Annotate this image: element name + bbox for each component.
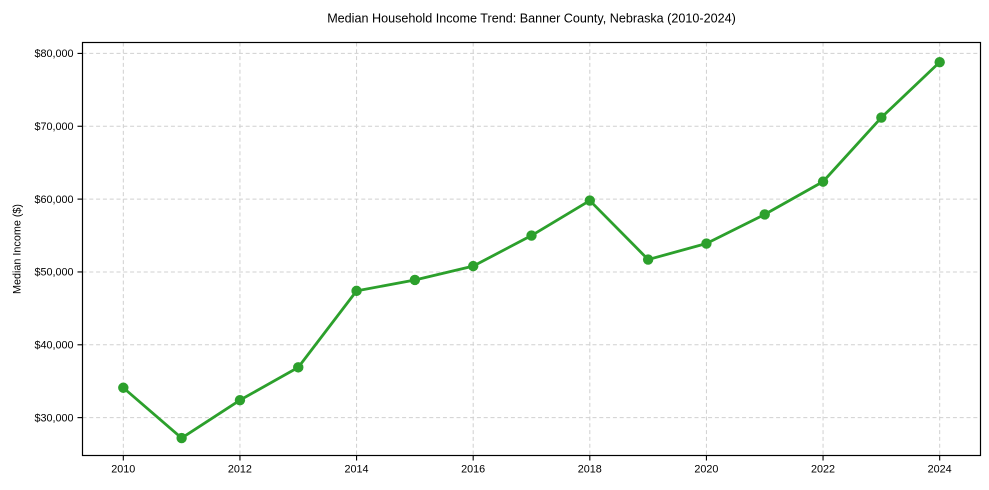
y-tick-label: $40,000 xyxy=(34,340,73,352)
data-point-2023 xyxy=(876,112,887,123)
data-point-2017 xyxy=(526,230,537,241)
x-tick-label: 2022 xyxy=(811,464,835,476)
grid-layer xyxy=(82,42,981,456)
data-point-2022 xyxy=(817,176,829,187)
series-layer xyxy=(118,56,945,444)
x-tick-label: 2024 xyxy=(928,464,952,476)
y-tick-label: $30,000 xyxy=(34,412,73,424)
x-tick-label: 2012 xyxy=(228,464,252,476)
x-tick-label: 2020 xyxy=(694,464,718,476)
y-tick-label: $50,000 xyxy=(34,267,73,279)
data-point-2016 xyxy=(467,260,479,272)
data-point-2011 xyxy=(176,432,187,444)
data-point-2013 xyxy=(293,362,304,373)
series-line xyxy=(121,60,942,440)
data-point-2012 xyxy=(234,394,246,406)
y-tick-label: $60,000 xyxy=(34,194,73,206)
data-point-2021 xyxy=(759,209,770,220)
x-tick-label: 2010 xyxy=(111,464,135,476)
x-tick-label: 2016 xyxy=(461,464,485,476)
x-tick-label: 2014 xyxy=(345,464,369,476)
plot-border xyxy=(81,41,982,457)
y-tick-label: $80,000 xyxy=(34,48,73,60)
data-point-2024 xyxy=(934,56,945,68)
data-point-2014 xyxy=(351,285,362,297)
chart-title: Median Household Income Trend: Banner Co… xyxy=(327,11,736,25)
data-point-2010 xyxy=(118,382,129,393)
x-tick-label: 2018 xyxy=(578,464,602,476)
y-axis-label: Median Income ($) xyxy=(12,204,24,294)
data-point-2015 xyxy=(409,274,421,286)
data-point-2018 xyxy=(584,195,596,206)
y-tick-label: $70,000 xyxy=(34,121,73,133)
axes-layer: 2010 2012 2014 2016 2018 2020 2022 2024 $30,000 $… xyxy=(34,41,982,476)
data-point-2020 xyxy=(701,238,712,249)
data-point-2019 xyxy=(642,254,654,265)
